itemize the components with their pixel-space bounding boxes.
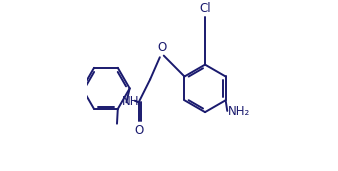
Text: Cl: Cl <box>199 2 211 15</box>
Text: O: O <box>157 41 166 54</box>
Text: O: O <box>134 124 143 137</box>
Text: NH: NH <box>122 95 139 108</box>
Text: NH₂: NH₂ <box>227 105 250 118</box>
